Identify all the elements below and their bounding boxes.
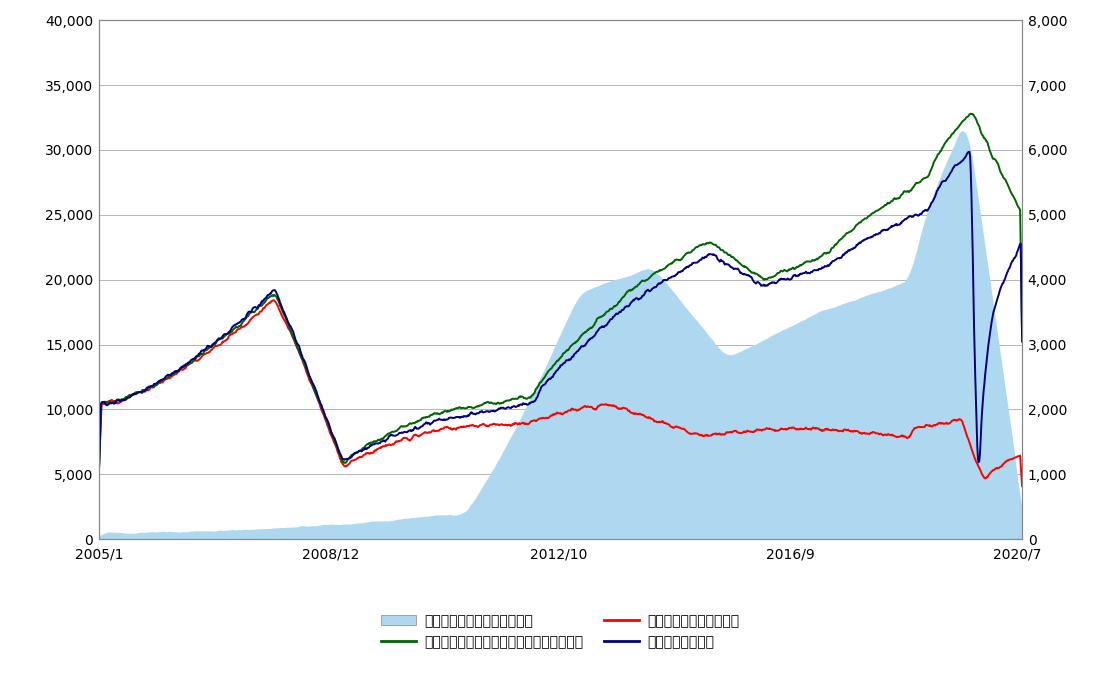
Legend: 純資産総額（億円）：右目盛, 基準価額（分配金再投資）（円）：左目盛, 基準価額（円）：左目盛, 参考指数：左目盛: 純資産総額（億円）：右目盛, 基準価額（分配金再投資）（円）：左目盛, 基準価額… xyxy=(376,609,745,654)
